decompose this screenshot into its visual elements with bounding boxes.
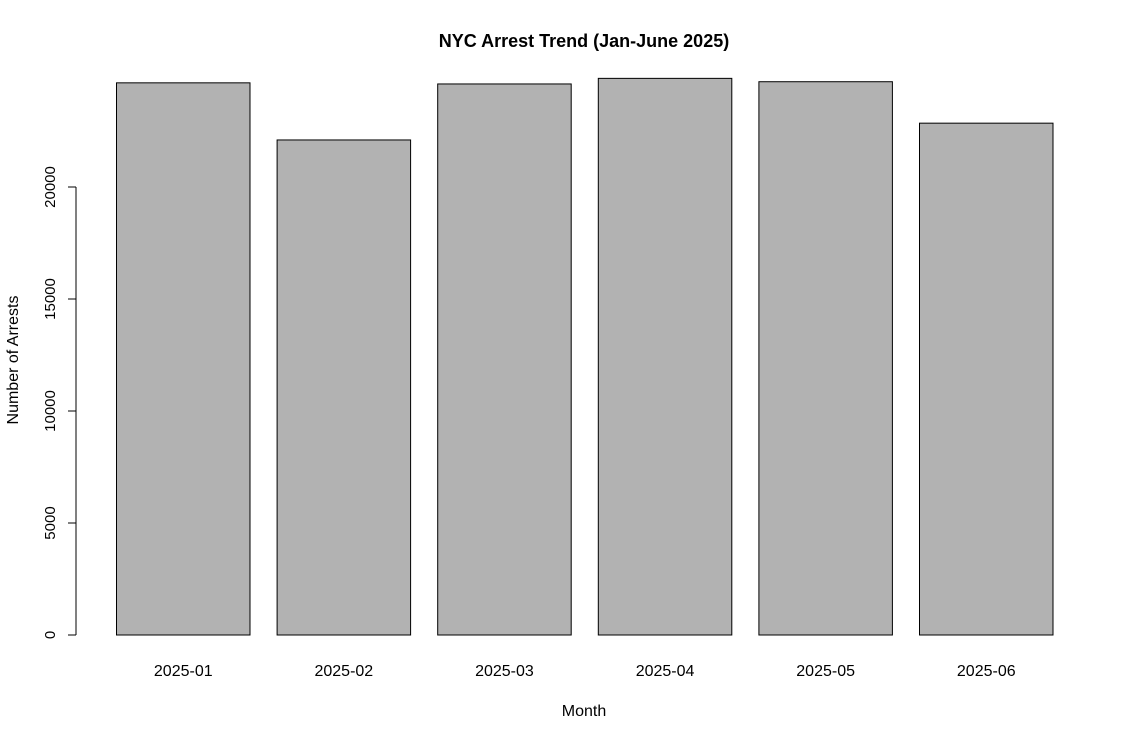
y-tick-label: 10000 <box>42 390 59 432</box>
y-tick-label: 20000 <box>42 166 59 208</box>
y-tick-label: 5000 <box>42 506 59 539</box>
x-axis-label: Month <box>562 703 606 720</box>
y-axis: 0 5000 10000 15000 20000 <box>42 166 77 639</box>
chart-title: NYC Arrest Trend (Jan-June 2025) <box>439 31 729 51</box>
bars <box>116 77 1054 636</box>
bar-2025-05 <box>758 81 893 636</box>
x-tick-label: 2025-05 <box>796 663 855 680</box>
x-tick-labels: 2025-01 2025-02 2025-03 2025-04 2025-05 2025-… <box>154 663 1016 680</box>
x-tick-label: 2025-02 <box>314 663 373 680</box>
x-tick-label: 2025-06 <box>957 663 1016 680</box>
bar-2025-03 <box>437 83 572 636</box>
x-tick-label: 2025-03 <box>475 663 534 680</box>
x-tick-label: 2025-04 <box>636 663 695 680</box>
y-tick-label: 0 <box>42 631 59 639</box>
bar-2025-01 <box>116 82 251 636</box>
bar-2025-06 <box>919 122 1054 636</box>
y-tick-label: 15000 <box>42 278 59 320</box>
y-axis-label: Number of Arrests <box>5 296 22 425</box>
bar-2025-04 <box>597 77 733 636</box>
x-tick-label: 2025-01 <box>154 663 213 680</box>
bar-2025-02 <box>276 139 412 636</box>
